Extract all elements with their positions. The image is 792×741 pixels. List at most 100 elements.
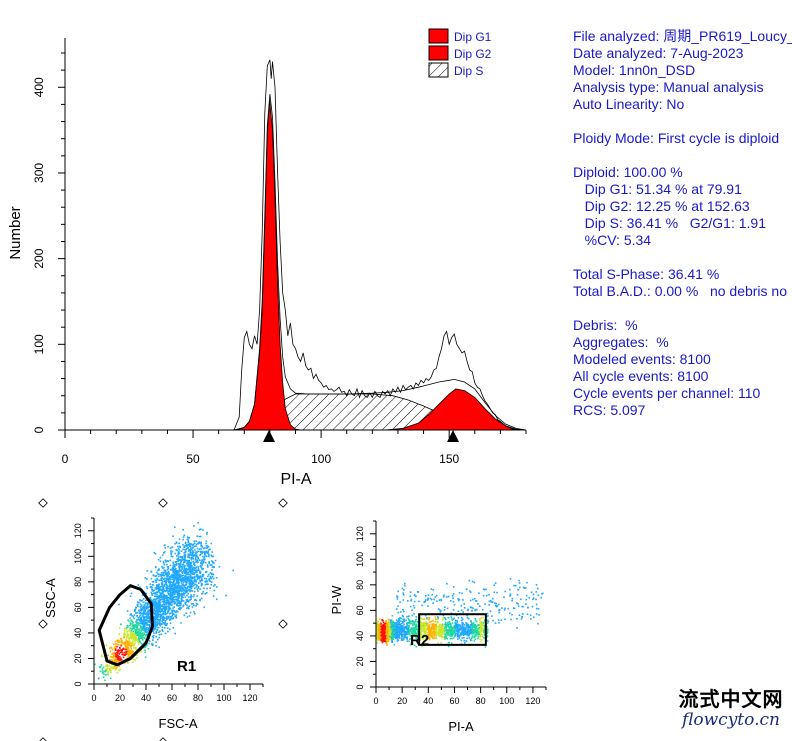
event-dot bbox=[482, 616, 484, 619]
event-dot bbox=[478, 618, 481, 620]
event-dot bbox=[454, 632, 456, 634]
event-dot bbox=[455, 619, 457, 622]
event-dot bbox=[480, 627, 483, 630]
event-dot bbox=[160, 579, 162, 581]
event-dot bbox=[516, 594, 519, 596]
event-dot bbox=[424, 624, 426, 627]
event-dot bbox=[177, 551, 180, 553]
event-dot bbox=[450, 642, 453, 644]
event-dot bbox=[197, 561, 199, 563]
event-dot bbox=[478, 623, 481, 626]
event-dot bbox=[158, 646, 160, 649]
event-dot bbox=[139, 633, 141, 636]
event-dot bbox=[175, 614, 177, 616]
event-dot bbox=[443, 609, 446, 611]
event-dot bbox=[535, 598, 537, 601]
event-dot bbox=[428, 624, 431, 626]
event-dot bbox=[471, 610, 473, 612]
event-dot bbox=[486, 619, 488, 622]
event-dot bbox=[125, 651, 127, 653]
event-dot bbox=[185, 584, 187, 586]
event-dot bbox=[163, 617, 165, 619]
event-dot bbox=[537, 622, 539, 625]
event-dot bbox=[196, 578, 199, 581]
event-dot bbox=[160, 596, 162, 599]
event-dot bbox=[159, 619, 162, 622]
event-dot bbox=[406, 622, 408, 625]
event-dot bbox=[178, 586, 181, 588]
gate-r1[interactable] bbox=[97, 584, 154, 667]
event-dot bbox=[443, 631, 446, 633]
x-tick-label: 120 bbox=[242, 693, 257, 703]
event-dot bbox=[203, 558, 206, 561]
event-dot bbox=[382, 619, 384, 622]
event-dot bbox=[131, 636, 134, 638]
event-dot bbox=[116, 658, 119, 660]
event-dot bbox=[157, 615, 159, 617]
event-dot bbox=[172, 569, 175, 571]
event-dot bbox=[204, 580, 206, 583]
event-dot bbox=[478, 628, 481, 631]
event-dot bbox=[166, 568, 169, 571]
event-dot bbox=[456, 627, 459, 630]
event-dot bbox=[167, 560, 170, 562]
event-dot bbox=[113, 643, 115, 645]
event-dot bbox=[161, 574, 163, 576]
event-dot bbox=[497, 619, 500, 621]
event-dot bbox=[432, 633, 435, 636]
event-dot bbox=[442, 627, 444, 629]
event-dot bbox=[504, 607, 506, 610]
event-dot bbox=[377, 624, 380, 627]
event-dot bbox=[176, 611, 179, 613]
event-dot bbox=[188, 575, 190, 578]
event-dot bbox=[170, 598, 172, 601]
event-dot bbox=[413, 600, 416, 603]
event-dot bbox=[415, 616, 418, 618]
event-dot bbox=[409, 635, 412, 637]
event-dot bbox=[162, 598, 165, 600]
event-dot bbox=[132, 642, 134, 645]
event-dot bbox=[180, 559, 183, 561]
event-dot bbox=[208, 578, 210, 581]
event-dot bbox=[119, 627, 121, 629]
event-dot bbox=[183, 534, 186, 536]
event-dot bbox=[408, 619, 410, 621]
event-dot bbox=[431, 633, 434, 635]
event-dot bbox=[117, 644, 119, 646]
event-dot bbox=[117, 649, 119, 651]
event-dot bbox=[421, 604, 423, 607]
event-dot bbox=[192, 560, 195, 563]
event-dot bbox=[193, 590, 196, 593]
event-dot bbox=[458, 627, 461, 630]
event-dot bbox=[185, 591, 187, 594]
event-dot bbox=[201, 593, 203, 595]
event-dot bbox=[464, 627, 467, 629]
event-dot bbox=[498, 611, 500, 614]
event-dot bbox=[155, 587, 158, 589]
event-dot bbox=[158, 619, 160, 621]
event-dot bbox=[206, 545, 209, 547]
y-tick-label: 0 bbox=[73, 681, 83, 686]
event-dot bbox=[444, 625, 447, 628]
event-dot bbox=[212, 560, 214, 563]
event-dot bbox=[431, 619, 434, 622]
event-dot bbox=[142, 608, 145, 610]
event-dot bbox=[449, 632, 451, 635]
event-dot bbox=[447, 633, 450, 635]
event-dot bbox=[459, 633, 462, 636]
event-dot bbox=[157, 575, 160, 578]
event-dot bbox=[439, 609, 441, 611]
event-dot bbox=[122, 647, 125, 650]
plot-resize-handles[interactable] bbox=[38, 498, 288, 741]
event-dot bbox=[130, 653, 132, 655]
event-dot bbox=[177, 553, 179, 555]
event-dot bbox=[153, 628, 155, 631]
event-dot bbox=[164, 608, 167, 611]
event-dot bbox=[199, 580, 202, 583]
event-dot bbox=[464, 642, 466, 644]
event-dot bbox=[132, 643, 135, 646]
event-dot bbox=[145, 592, 148, 595]
event-dot bbox=[156, 612, 159, 614]
event-dot bbox=[130, 634, 132, 637]
event-dot bbox=[192, 571, 194, 574]
